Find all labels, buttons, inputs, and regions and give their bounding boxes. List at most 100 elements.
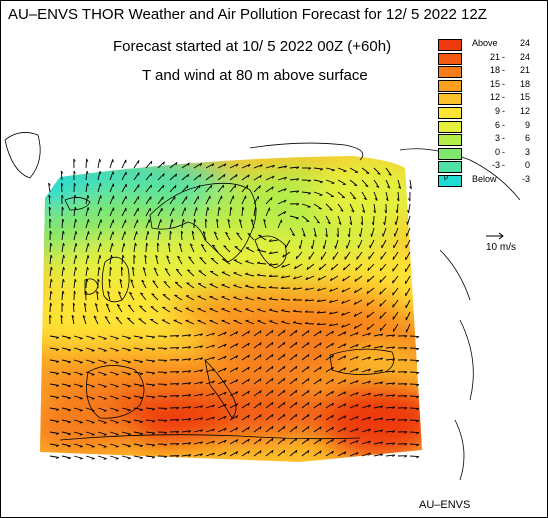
wind-vector-head bbox=[334, 245, 336, 249]
wind-vector-head bbox=[354, 278, 357, 282]
wind-vector-head bbox=[343, 415, 347, 419]
wind-vector-head bbox=[392, 430, 396, 433]
wind-vector-head bbox=[55, 457, 60, 459]
wind-vector bbox=[373, 453, 383, 457]
wind-vector bbox=[149, 319, 159, 325]
wind-vector-head bbox=[319, 378, 322, 382]
wind-vector-head bbox=[75, 255, 78, 259]
wind-vector-head bbox=[62, 278, 65, 283]
wind-vector-head bbox=[347, 234, 350, 238]
wind-vector-head bbox=[366, 302, 369, 306]
wind-vector bbox=[349, 191, 357, 200]
wind-vector bbox=[392, 263, 399, 272]
wind-vector bbox=[121, 219, 127, 229]
wind-vector bbox=[354, 275, 363, 282]
wind-vector-head bbox=[71, 314, 75, 318]
wind-vector-head bbox=[322, 245, 325, 249]
wind-vector bbox=[169, 173, 177, 181]
wind-vector bbox=[373, 179, 380, 188]
wind-vector bbox=[253, 185, 261, 193]
wind-vector bbox=[131, 267, 135, 277]
wind-vector bbox=[129, 292, 135, 301]
wind-vector bbox=[313, 330, 322, 337]
wind-vector-head bbox=[341, 324, 344, 328]
wind-vector bbox=[229, 451, 239, 457]
wind-vector-head bbox=[295, 450, 298, 454]
wind-vector-head bbox=[67, 337, 71, 340]
wind-vector-head bbox=[384, 210, 387, 214]
wind-vector bbox=[311, 239, 315, 249]
wind-vector-head bbox=[61, 302, 64, 306]
wind-vector-head bbox=[177, 255, 181, 259]
wind-vector bbox=[323, 239, 327, 249]
wind-vector-head bbox=[164, 335, 168, 339]
wind-vector bbox=[217, 331, 227, 337]
wind-vector-head bbox=[227, 218, 231, 222]
wind-vector-head bbox=[67, 373, 71, 376]
wind-vector bbox=[133, 160, 140, 169]
wind-vector-head bbox=[250, 219, 254, 222]
wind-vector-head bbox=[354, 289, 357, 294]
wind-vector bbox=[145, 395, 155, 398]
wind-vector bbox=[361, 392, 371, 397]
wind-vector-head bbox=[121, 266, 124, 270]
legend-range-dash: - bbox=[502, 160, 505, 171]
wind-vector bbox=[385, 418, 395, 421]
wind-vector-head bbox=[100, 207, 102, 211]
wind-vector-head bbox=[283, 366, 286, 370]
wind-vector-head bbox=[224, 379, 227, 383]
wind-vector-head bbox=[152, 280, 156, 283]
legend-range-dash: - bbox=[502, 78, 505, 89]
wind-vector bbox=[301, 330, 310, 337]
wind-vector bbox=[245, 273, 255, 277]
wind-vector-head bbox=[151, 420, 156, 423]
wind-vector-head bbox=[224, 415, 227, 419]
wind-vector bbox=[409, 443, 420, 446]
wind-vector-head bbox=[245, 272, 249, 275]
wind-vector bbox=[229, 367, 239, 373]
wind-vector bbox=[229, 331, 239, 337]
wind-vector bbox=[193, 184, 201, 193]
wind-vector bbox=[97, 255, 101, 265]
wind-vector-head bbox=[404, 419, 408, 422]
wind-vector-head bbox=[404, 443, 408, 446]
wind-vector bbox=[265, 175, 275, 181]
wind-vector bbox=[253, 402, 262, 409]
wind-vector-head bbox=[100, 195, 102, 199]
wind-vector-head bbox=[380, 441, 384, 445]
wind-vector-head bbox=[187, 162, 190, 166]
wind-vector-head bbox=[235, 379, 239, 383]
wind-vector bbox=[277, 341, 286, 349]
wind-vector-head bbox=[307, 402, 310, 406]
wind-vector-head bbox=[385, 198, 389, 202]
wind-vector-head bbox=[271, 426, 274, 430]
wind-vector bbox=[61, 255, 65, 265]
wind-vector bbox=[162, 294, 171, 301]
wind-vector bbox=[373, 429, 383, 433]
wind-vector-head bbox=[55, 385, 60, 387]
wind-vector-head bbox=[404, 455, 408, 458]
wind-vector-head bbox=[223, 245, 227, 247]
wind-vector bbox=[60, 315, 63, 325]
wind-vector bbox=[325, 426, 334, 433]
wind-vector-head bbox=[103, 422, 107, 424]
wind-vector bbox=[289, 353, 298, 361]
wind-vector bbox=[361, 440, 371, 445]
wind-vector bbox=[313, 414, 322, 421]
wind-vector-head bbox=[368, 344, 371, 348]
wind-vector bbox=[109, 407, 119, 411]
wind-vector-head bbox=[200, 393, 204, 397]
wind-vector-head bbox=[235, 415, 239, 419]
wind-vector bbox=[109, 335, 119, 339]
wind-vector bbox=[181, 370, 191, 373]
wind-vector bbox=[325, 354, 334, 361]
wind-vector-head bbox=[259, 378, 262, 382]
wind-vector-head bbox=[139, 397, 143, 400]
wind-vector-head bbox=[319, 194, 323, 196]
wind-vector-head bbox=[382, 233, 384, 237]
wind-vector-head bbox=[307, 450, 310, 454]
wind-vector-head bbox=[127, 349, 131, 352]
wind-vector bbox=[349, 391, 359, 397]
wind-vector bbox=[109, 371, 119, 375]
coastline-east bbox=[439, 249, 474, 481]
